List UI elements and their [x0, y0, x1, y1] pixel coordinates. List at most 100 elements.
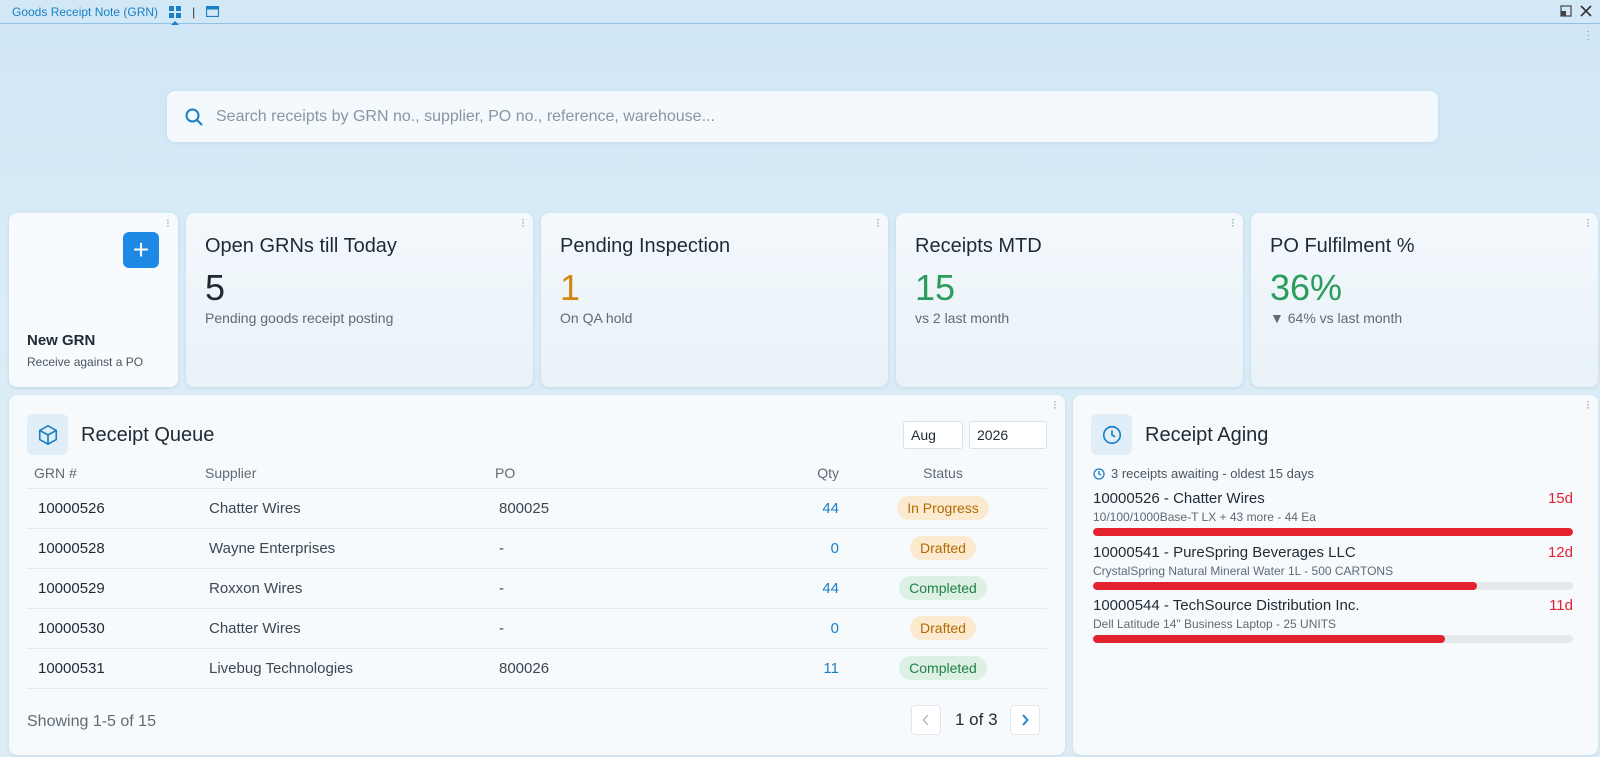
box-icon: [27, 414, 68, 455]
aging-progress-bar: [1093, 635, 1573, 643]
prev-page-button[interactable]: [911, 705, 941, 735]
receipt-aging-title: Receipt Aging: [1145, 424, 1269, 446]
aging-item[interactable]: 10000541 - PureSpring Beverages LLC 12d …: [1093, 544, 1573, 590]
new-grn-title: New GRN: [27, 332, 96, 349]
aging-item-desc: CrystalSpring Natural Mineral Water 1L -…: [1093, 564, 1394, 578]
kpi-label: Open GRNs till Today: [205, 235, 397, 257]
column-header-po[interactable]: PO: [495, 459, 770, 489]
po-number: 800026: [495, 648, 770, 689]
kpi-value: 36%: [1270, 267, 1343, 308]
tab-separator: |: [192, 4, 196, 19]
search-input[interactable]: [216, 107, 1366, 126]
kpi-subtext: ▼ 64% vs last month: [1270, 310, 1403, 326]
panel-menu-icon[interactable]: · · ·: [1586, 396, 1590, 414]
status-badge: Completed: [899, 656, 987, 680]
clock-small-icon: [1093, 467, 1105, 480]
card-menu-icon[interactable]: · · ·: [521, 214, 525, 232]
quantity: 44: [770, 568, 839, 609]
new-grn-card[interactable]: · · · + New GRN Receive against a PO: [9, 213, 178, 387]
card-menu-icon[interactable]: · · ·: [1231, 214, 1235, 232]
new-grn-button[interactable]: +: [123, 232, 159, 268]
aging-summary: 3 receipts awaiting - oldest 15 days: [1093, 466, 1314, 481]
kpi-open-grns[interactable]: · · · Open GRNs till Today 5 Pending goods…: [186, 213, 533, 387]
supplier-name: Roxxon Wires: [205, 568, 495, 609]
supplier-name: Chatter Wires: [205, 608, 495, 649]
po-number: -: [495, 528, 770, 569]
supplier-name: Livebug Technologies: [205, 648, 495, 689]
window-view-icon[interactable]: [205, 5, 219, 19]
quantity: 11: [770, 648, 839, 689]
page-menu-icon[interactable]: · · ·: [1586, 26, 1590, 45]
status-badge: Drafted: [910, 616, 976, 640]
clock-icon: [1091, 414, 1132, 455]
column-header-qty[interactable]: Qty: [770, 459, 839, 489]
aging-progress-fill: [1093, 582, 1477, 590]
search-bar[interactable]: [167, 91, 1438, 142]
supplier-name: Wayne Enterprises: [205, 528, 495, 569]
card-menu-icon[interactable]: · · ·: [1586, 214, 1590, 232]
restore-icon[interactable]: [1560, 4, 1572, 22]
kpi-label: Receipts MTD: [915, 235, 1042, 257]
grn-number: 10000528: [27, 528, 205, 569]
po-number: -: [495, 568, 770, 609]
window-titlebar: Goods Receipt Note (GRN) |: [0, 0, 1600, 25]
kpi-value: 5: [205, 267, 226, 308]
panel-menu-icon[interactable]: · · ·: [1053, 396, 1057, 414]
chevron-right-icon: [1021, 714, 1029, 726]
aging-item[interactable]: 10000544 - TechSource Distribution Inc. …: [1093, 597, 1573, 643]
kpi-value: 15: [915, 267, 956, 308]
table-row[interactable]: 10000530 Chatter Wires - 0 Drafted: [27, 608, 1047, 649]
aging-item-desc: Dell Latitude 14" Business Laptop - 25 U…: [1093, 617, 1337, 631]
kpi-subtext: On QA hold: [560, 310, 633, 326]
kpi-receipts-mtd[interactable]: · · · Receipts MTD 15 vs 2 last month: [896, 213, 1243, 387]
supplier-name: Chatter Wires: [205, 488, 495, 529]
kpi-label: Pending Inspection: [560, 235, 731, 257]
quantity: 0: [770, 528, 839, 569]
aging-progress-fill: [1093, 528, 1573, 536]
kpi-po-fulfilment[interactable]: · · · PO Fulfilment % 36% ▼ 64% vs last mo…: [1251, 213, 1598, 387]
grn-number: 10000530: [27, 608, 205, 649]
po-number: -: [495, 608, 770, 649]
status-badge: In Progress: [897, 496, 989, 520]
column-header-status[interactable]: Status: [839, 459, 1047, 489]
quantity: 44: [770, 488, 839, 529]
search-icon: [185, 108, 203, 125]
pagination: 1 of 3: [911, 705, 1040, 735]
status-badge: Completed: [899, 576, 987, 600]
table-header-row: GRN # Supplier PO Qty Status: [27, 459, 1047, 489]
kpi-subtext: vs 2 last month: [915, 310, 1010, 326]
quantity: 0: [770, 608, 839, 649]
aging-progress-fill: [1093, 635, 1445, 643]
year-select[interactable]: 2026: [969, 421, 1047, 449]
aging-days: 12d: [1547, 544, 1573, 561]
po-number: 800025: [495, 488, 770, 529]
table-row[interactable]: 10000526 Chatter Wires 800025 44 In Prog…: [27, 488, 1047, 529]
next-page-button[interactable]: [1009, 705, 1040, 735]
dashboard-view-icon[interactable]: [168, 5, 182, 25]
card-menu-icon[interactable]: · · ·: [876, 214, 880, 232]
aging-item[interactable]: 10000526 - Chatter Wires 15d 10/100/1000…: [1093, 490, 1573, 536]
page-indicator: 1 of 3: [955, 710, 998, 729]
table-row[interactable]: 10000529 Roxxon Wires - 44 Completed: [27, 568, 1047, 609]
aging-item-title: 10000544 - TechSource Distribution Inc.: [1093, 597, 1360, 614]
column-header-grn[interactable]: GRN #: [27, 459, 205, 489]
receipt-queue-panel: · · · Receipt Queue Aug 2026 GRN # Supplie…: [9, 395, 1065, 755]
receipt-aging-panel: · · · Receipt Aging 3 receipts awaiting - …: [1073, 395, 1598, 755]
month-select[interactable]: Aug: [903, 421, 963, 449]
table-row[interactable]: 10000528 Wayne Enterprises - 0 Drafted: [27, 528, 1047, 569]
column-header-supplier[interactable]: Supplier: [205, 459, 495, 489]
aging-days: 15d: [1547, 490, 1573, 507]
aging-summary-text: 3 receipts awaiting - oldest 15 days: [1111, 466, 1315, 481]
card-menu-icon[interactable]: · · ·: [166, 214, 170, 232]
aging-item-title: 10000526 - Chatter Wires: [1093, 490, 1265, 507]
aging-progress-bar: [1093, 528, 1573, 536]
kpi-pending-inspection[interactable]: · · · Pending Inspection 1 On QA hold: [541, 213, 888, 387]
receipt-queue-table: GRN # Supplier PO Qty Status 10000526 Ch…: [27, 459, 1047, 689]
grn-number: 10000529: [27, 568, 205, 609]
status-badge: Drafted: [910, 536, 976, 560]
chevron-left-icon: [922, 714, 929, 726]
grn-number: 10000531: [27, 648, 205, 689]
new-grn-subtitle: Receive against a PO: [27, 355, 144, 369]
close-icon[interactable]: [1580, 4, 1592, 22]
table-row[interactable]: 10000531 Livebug Technologies 800026 11 …: [27, 648, 1047, 689]
